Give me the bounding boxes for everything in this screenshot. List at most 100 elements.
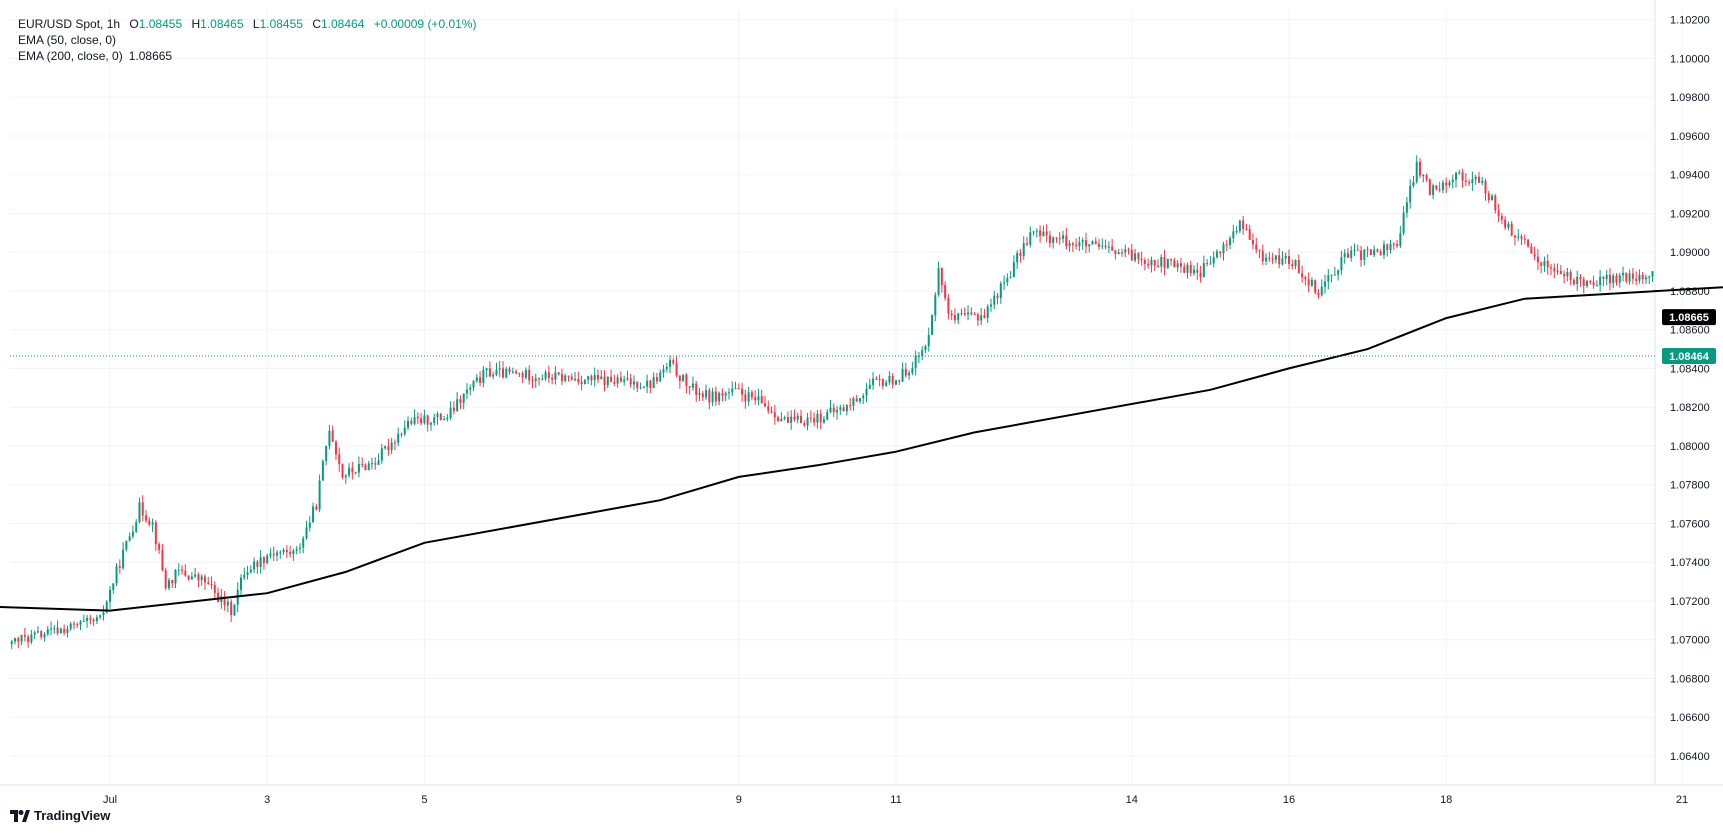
open-label: O xyxy=(129,17,139,31)
price-tick-label: 1.08400 xyxy=(1670,363,1710,375)
candle-body xyxy=(1369,249,1372,255)
legend-ema200-row[interactable]: EMA (200, close, 0) 1.08665 xyxy=(18,48,476,64)
candle-body xyxy=(1006,277,1009,283)
candle-body xyxy=(429,422,432,425)
candle-body xyxy=(1284,256,1287,259)
candle-body xyxy=(390,442,393,450)
candle-body xyxy=(1602,276,1605,279)
ema-50-label[interactable]: EMA (50, close, 0) xyxy=(18,33,117,47)
candle-body xyxy=(1297,260,1300,274)
candle-body xyxy=(963,313,966,315)
candle-body xyxy=(881,379,884,386)
candle-body xyxy=(1641,274,1644,280)
candle-body xyxy=(79,621,82,625)
candle-body xyxy=(606,376,609,386)
candle-body xyxy=(1032,231,1035,233)
candle-body xyxy=(564,375,567,381)
candle-body xyxy=(148,520,151,525)
candle-body xyxy=(826,412,829,420)
candle-body xyxy=(59,628,62,634)
candle-body xyxy=(1107,246,1110,248)
candle-body xyxy=(659,372,662,382)
candle-body xyxy=(495,369,498,375)
candle-body xyxy=(1261,250,1264,262)
candle-body xyxy=(279,552,282,554)
candle-body xyxy=(1595,285,1598,287)
candle-body xyxy=(616,377,619,384)
candle-body xyxy=(695,383,698,395)
time-tick-label: Jul xyxy=(103,794,117,806)
grid-lines xyxy=(0,0,1723,786)
symbol-name[interactable]: EUR/USD Spot xyxy=(18,17,101,31)
legend-ema50-row[interactable]: EMA (50, close, 0) xyxy=(18,32,476,48)
candle-body xyxy=(669,360,672,367)
candle-body xyxy=(750,392,753,398)
candle-body xyxy=(505,368,508,378)
ema-200-label[interactable]: EMA (200, close, 0) xyxy=(18,49,123,63)
candle-body xyxy=(1255,244,1258,250)
candle-body xyxy=(364,464,367,471)
candle-body xyxy=(610,376,613,382)
candle-body xyxy=(92,619,95,621)
candles xyxy=(10,155,1654,650)
candle-body xyxy=(1527,239,1530,247)
candle-body xyxy=(312,506,315,523)
candle-body xyxy=(1265,257,1268,262)
candle-body xyxy=(40,631,43,638)
interval-label[interactable]: 1h xyxy=(106,17,121,31)
candle-body xyxy=(682,374,685,382)
candle-body xyxy=(407,420,410,428)
candle-body xyxy=(580,382,583,385)
candle-body xyxy=(1494,195,1497,211)
candle-body xyxy=(780,418,783,422)
candle-body xyxy=(754,397,757,401)
candle-body xyxy=(131,531,134,537)
candle-body xyxy=(1026,243,1028,245)
candle-body xyxy=(1468,182,1471,184)
candle-body xyxy=(1101,245,1104,247)
candle-body xyxy=(1510,223,1513,236)
time-tick-label: 9 xyxy=(736,794,742,806)
candle-body xyxy=(888,375,891,383)
candle-body xyxy=(1317,292,1320,296)
candle-body xyxy=(321,461,324,481)
candle-body xyxy=(53,627,56,629)
candle-body xyxy=(112,583,115,590)
candle-body xyxy=(397,433,400,443)
candle-body xyxy=(642,386,645,388)
time-tick-label: 16 xyxy=(1283,794,1295,806)
candle-body xyxy=(839,407,842,411)
candle-body xyxy=(1638,274,1641,281)
candle-body xyxy=(1124,249,1127,253)
candle-body xyxy=(348,467,351,476)
tradingview-logo[interactable]: TradingView xyxy=(10,808,110,823)
candle-body xyxy=(351,467,354,473)
candle-body xyxy=(472,381,475,388)
candle-body xyxy=(1242,220,1245,229)
candle-body xyxy=(479,377,482,384)
candle-body xyxy=(1497,210,1500,217)
candle-body xyxy=(547,372,550,379)
candle-body xyxy=(901,368,904,382)
candle-body xyxy=(727,392,730,394)
candle-body xyxy=(1648,276,1651,278)
candle-body xyxy=(1088,244,1091,247)
candle-body xyxy=(446,417,449,420)
candle-body xyxy=(950,313,953,316)
candle-body xyxy=(1163,257,1166,268)
candle-body xyxy=(1523,238,1526,240)
candle-body xyxy=(328,430,331,447)
candle-body xyxy=(1052,237,1055,244)
ema-200-line[interactable] xyxy=(0,285,1723,612)
candle-body xyxy=(1268,257,1271,259)
candle-body xyxy=(970,312,973,315)
candle-body xyxy=(1474,176,1477,180)
candle-body xyxy=(1589,280,1592,283)
candle-body xyxy=(819,413,822,423)
candle-body xyxy=(777,417,780,422)
candle-body xyxy=(1612,275,1615,284)
candle-body xyxy=(1137,253,1140,259)
candle-body xyxy=(1533,253,1536,257)
